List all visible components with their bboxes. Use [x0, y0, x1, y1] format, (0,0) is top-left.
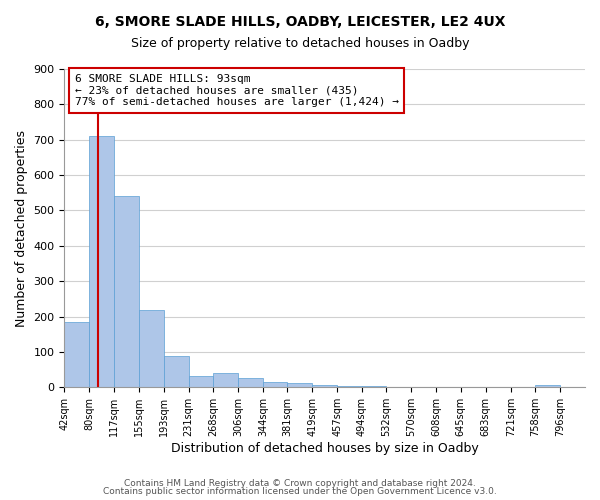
X-axis label: Distribution of detached houses by size in Oadby: Distribution of detached houses by size …: [171, 442, 479, 455]
Text: Contains public sector information licensed under the Open Government Licence v3: Contains public sector information licen…: [103, 487, 497, 496]
Bar: [114, 196, 139, 388]
Bar: [263, 382, 287, 388]
Text: Contains HM Land Registry data © Crown copyright and database right 2024.: Contains HM Land Registry data © Crown c…: [124, 478, 476, 488]
Bar: [362, 386, 386, 388]
Bar: [238, 378, 263, 388]
Bar: [64, 322, 89, 388]
Text: 6 SMORE SLADE HILLS: 93sqm
← 23% of detached houses are smaller (435)
77% of sem: 6 SMORE SLADE HILLS: 93sqm ← 23% of deta…: [75, 74, 399, 107]
Text: Size of property relative to detached houses in Oadby: Size of property relative to detached ho…: [131, 38, 469, 51]
Bar: [312, 385, 337, 388]
Bar: [535, 384, 560, 388]
Bar: [213, 373, 238, 388]
Bar: [139, 310, 164, 388]
Bar: [89, 136, 114, 388]
Bar: [287, 383, 312, 388]
Bar: [164, 356, 188, 388]
Text: 6, SMORE SLADE HILLS, OADBY, LEICESTER, LE2 4UX: 6, SMORE SLADE HILLS, OADBY, LEICESTER, …: [95, 15, 505, 29]
Bar: [188, 376, 213, 388]
Y-axis label: Number of detached properties: Number of detached properties: [15, 130, 28, 326]
Bar: [337, 386, 362, 388]
